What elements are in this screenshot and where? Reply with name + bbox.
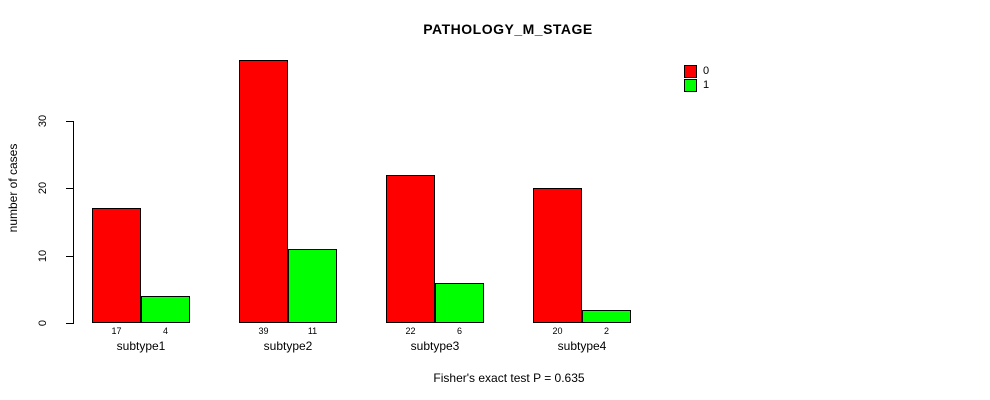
- y-axis-tick: [66, 188, 73, 189]
- bar-count-subtype1-series-0: 17: [111, 326, 122, 336]
- y-axis-tick: [66, 255, 73, 257]
- bar-count-subtype1-series-1: 4: [162, 326, 169, 336]
- y-axis-tick: [66, 120, 73, 122]
- bar-subtype1-series-0: [92, 208, 141, 323]
- legend-label-1: 1: [703, 79, 710, 91]
- legend-entry-0: 0: [684, 65, 709, 78]
- bar-count-subtype4-series-0: 20: [552, 326, 563, 336]
- bar-subtype1-series-1: [141, 296, 190, 323]
- legend-entry-1: 1: [684, 79, 709, 92]
- bar-count-subtype2-series-0: 39: [258, 326, 269, 336]
- x-axis-label-subtype1: subtype1: [116, 339, 166, 353]
- bar-subtype4-series-0: [533, 188, 582, 323]
- legend-label-0: 0: [703, 65, 710, 77]
- bar-subtype4-series-1: [582, 309, 631, 323]
- x-axis-label-subtype2: subtype2: [263, 339, 313, 353]
- x-axis-label-subtype3: subtype3: [410, 339, 460, 353]
- y-axis-tick-label: 30: [37, 114, 49, 127]
- bar-subtype3-series-1: [435, 282, 484, 323]
- legend-swatch-1: [684, 79, 697, 92]
- bar-subtype2-series-1: [288, 248, 337, 323]
- x-axis-label-subtype4: subtype4: [557, 339, 607, 353]
- bar-subtype2-series-0: [239, 59, 288, 323]
- y-axis-tick-label: 20: [37, 181, 49, 195]
- bar-count-subtype3-series-0: 22: [405, 326, 416, 336]
- y-axis-tick: [66, 323, 73, 324]
- y-axis-label: number of cases: [6, 143, 20, 233]
- stat-test-annotation: Fisher's exact test P = 0.635: [433, 371, 585, 385]
- y-axis-tick-label: 10: [37, 249, 49, 262]
- y-axis-tick-label: 0: [37, 319, 49, 327]
- bar-subtype3-series-0: [386, 174, 435, 323]
- bar-count-subtype2-series-1: 11: [307, 326, 318, 336]
- legend-swatch-0: [684, 65, 697, 78]
- bar-count-subtype3-series-1: 6: [456, 326, 463, 336]
- bar-count-subtype4-series-1: 2: [603, 326, 610, 336]
- y-axis-line: [73, 120, 74, 324]
- chart-title: PATHOLOGY_M_STAGE: [423, 21, 593, 37]
